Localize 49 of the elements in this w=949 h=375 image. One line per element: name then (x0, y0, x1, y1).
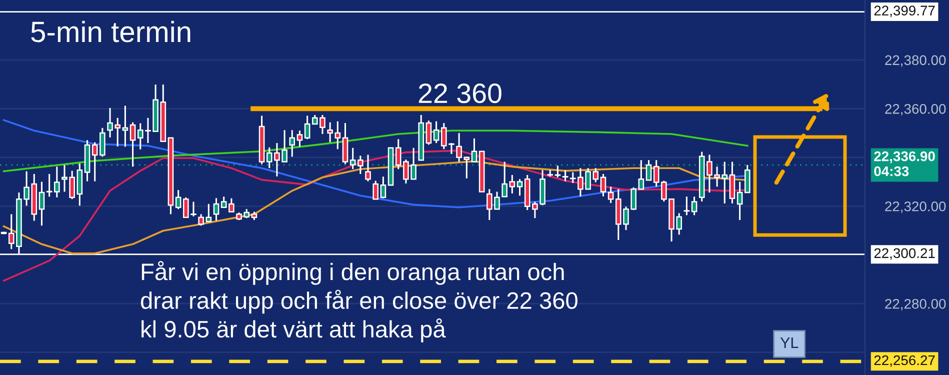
candlestick (130, 122, 136, 168)
candlestick (92, 142, 98, 182)
candlestick (206, 203, 212, 222)
candlestick (600, 173, 606, 198)
candlestick (653, 159, 660, 188)
candlestick (289, 129, 296, 158)
candlestick (516, 178, 523, 196)
candlestick (562, 169, 568, 182)
ref-line-label: 22,336.90 04:33 (874, 151, 935, 176)
candlestick (296, 130, 303, 148)
candlestick (334, 120, 341, 150)
candlestick (736, 181, 743, 221)
line-series (2, 130, 748, 172)
ref-line-label: 22,300.21 (874, 248, 935, 260)
annotation: Får vi en öppning i den oranga rutan och drar rakt upp och får en close över 22 360 kl 9.05 är det värt att haka på (140, 261, 578, 342)
y-tick-label: 22,280.00 (885, 298, 946, 310)
y-tick-label: 22,380.00 (885, 55, 946, 67)
ref-line-label: 22 360 (418, 84, 502, 104)
candlestick (509, 174, 516, 194)
candlestick (342, 122, 348, 165)
ref-line-label: 22,256.27 (874, 355, 935, 367)
candlestick (684, 196, 690, 216)
candlestick (327, 122, 333, 144)
candlestick (46, 173, 52, 198)
y-tick-label: 22,360.00 (885, 104, 946, 116)
candlestick (426, 120, 432, 146)
candlestick (372, 180, 378, 200)
candlestick (220, 196, 227, 208)
candlestick (198, 213, 204, 226)
candlestick (433, 120, 440, 144)
candlestick (365, 154, 371, 182)
candlestick (54, 166, 60, 198)
candlestick (100, 127, 106, 158)
y-tick-label: 22,320.00 (885, 201, 946, 213)
candlestick (175, 189, 182, 210)
candlestick (691, 196, 698, 216)
candlestick (304, 114, 310, 140)
ref-line-label: 22,399.77 (874, 6, 935, 18)
candlestick (554, 164, 561, 178)
candlestick (471, 138, 478, 163)
candlestick (608, 186, 614, 204)
text: 5-min termin (31, 20, 190, 42)
candlestick (729, 161, 736, 204)
candlestick (380, 176, 386, 200)
candlestick (213, 197, 220, 222)
candlestick (228, 198, 234, 213)
candlestick (38, 181, 45, 226)
annotation: YL (780, 337, 798, 348)
candlestick (358, 154, 364, 175)
